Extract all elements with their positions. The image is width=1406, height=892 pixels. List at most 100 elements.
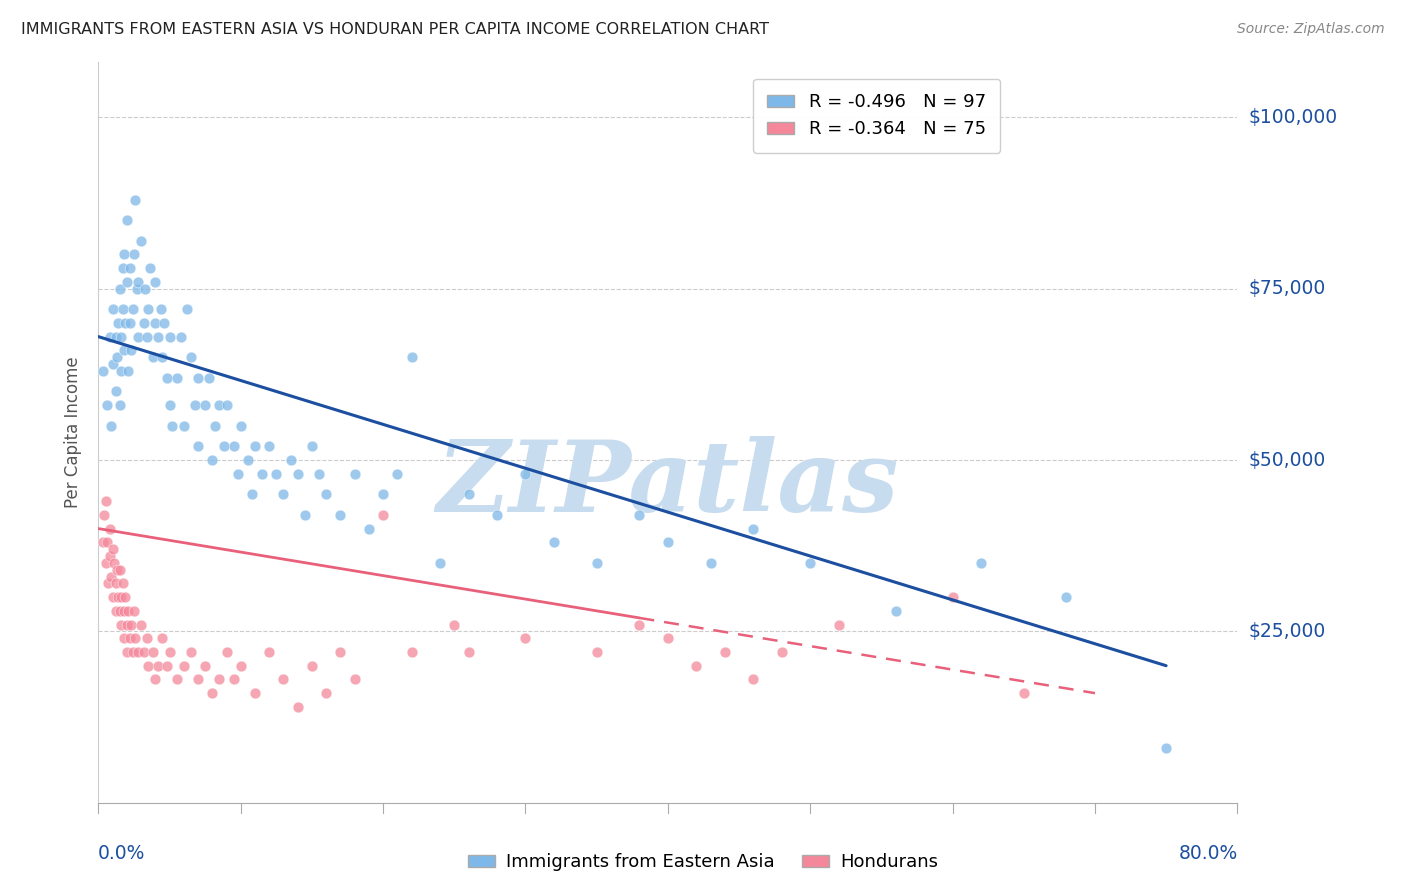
Point [942,590,965,604]
Point [108,282,131,296]
Point [91,535,114,549]
Point [273,673,295,687]
Point [259,645,281,659]
Point [1056,590,1078,604]
Point [187,439,209,453]
Point [120,617,142,632]
Point [315,686,337,700]
Point [515,632,537,646]
Point [104,384,127,399]
Text: 0.0%: 0.0% [97,844,145,863]
Point [110,590,132,604]
Point [159,329,181,343]
Point [112,604,135,618]
Point [96,535,118,549]
Point [828,617,851,632]
Point [159,398,181,412]
Point [201,686,224,700]
Point [136,302,159,317]
Legend: R = -0.496   N = 97, R = -0.364   N = 75: R = -0.496 N = 97, R = -0.364 N = 75 [754,78,1001,153]
Point [129,617,152,632]
Point [287,699,309,714]
Point [117,604,139,618]
Point [180,645,202,659]
Point [301,658,323,673]
Point [236,453,259,467]
Point [159,645,181,659]
Point [145,316,167,330]
Text: IMMIGRANTS FROM EASTERN ASIA VS HONDURAN PER CAPITA INCOME CORRELATION CHART: IMMIGRANTS FROM EASTERN ASIA VS HONDURAN… [21,22,769,37]
Point [107,316,129,330]
Point [970,556,993,570]
Point [129,234,152,248]
Point [104,604,127,618]
Point [166,673,188,687]
Point [127,645,149,659]
Point [657,632,679,646]
Point [543,535,565,549]
Point [111,576,134,591]
Point [125,282,148,296]
Point [98,522,121,536]
Point [194,658,217,673]
Point [135,632,157,646]
Point [187,371,209,385]
Point [259,439,281,453]
Point [628,508,651,522]
Point [115,617,138,632]
Point [280,453,302,467]
Point [208,398,231,412]
Point [457,645,479,659]
Point [226,467,249,481]
Point [585,645,607,659]
Point [111,302,134,317]
Point [135,329,157,343]
Point [215,645,238,659]
Point [208,673,231,687]
Point [357,522,380,536]
Point [122,247,145,261]
Point [118,316,141,330]
Point [101,357,124,371]
Point [115,275,138,289]
Point [117,364,139,378]
Point [401,645,423,659]
Point [108,563,131,577]
Point [250,467,273,481]
Point [685,658,707,673]
Point [1012,686,1035,700]
Point [93,508,115,522]
Point [145,673,167,687]
Point [166,371,188,385]
Point [148,329,170,343]
Point [266,467,288,481]
Text: $75,000: $75,000 [1249,279,1326,298]
Point [104,329,127,343]
Point [110,617,132,632]
Point [132,645,155,659]
Point [108,604,131,618]
Point [150,302,173,317]
Point [138,261,160,276]
Point [222,673,245,687]
Point [111,261,134,276]
Point [343,673,366,687]
Point [156,658,179,673]
Point [301,439,323,453]
Point [770,645,793,659]
Point [287,467,309,481]
Point [98,549,121,563]
Point [118,632,141,646]
Point [122,604,145,618]
Point [127,329,149,343]
Point [329,645,352,659]
Point [112,247,135,261]
Text: Source: ZipAtlas.com: Source: ZipAtlas.com [1237,22,1385,37]
Point [173,418,195,433]
Point [198,371,221,385]
Point [112,632,135,646]
Point [114,316,136,330]
Point [101,542,124,557]
Point [108,398,131,412]
Point [105,350,128,364]
